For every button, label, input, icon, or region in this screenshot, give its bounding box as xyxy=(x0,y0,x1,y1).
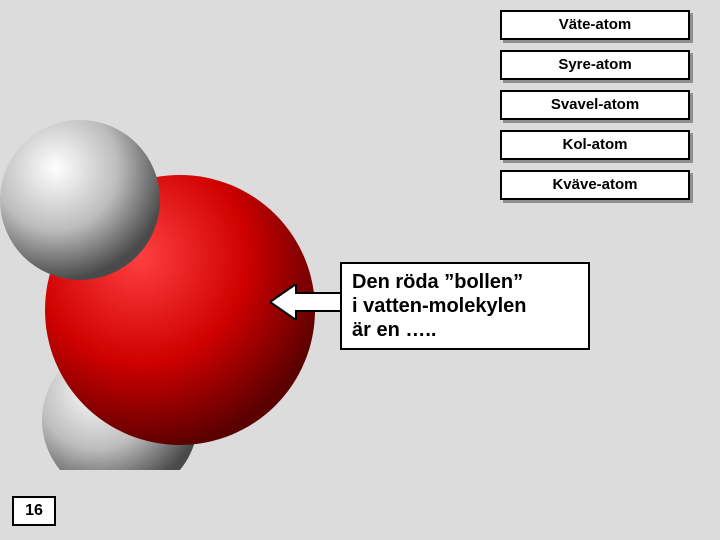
answer-option-0[interactable]: Väte-atom xyxy=(500,10,690,40)
arrow-icon xyxy=(270,284,342,320)
slide-stage: Väte-atom Syre-atom Svavel-atom Kol-atom… xyxy=(0,0,720,540)
answer-option-1[interactable]: Syre-atom xyxy=(500,50,690,80)
question-text: Den röda ”bollen” i vatten-molekylen är … xyxy=(340,262,590,350)
answer-option-4[interactable]: Kväve-atom xyxy=(500,170,690,200)
hydrogen-atom-top xyxy=(0,120,160,280)
question-line-0: Den röda ”bollen” xyxy=(352,271,523,293)
page-number: 16 xyxy=(12,496,56,526)
question-line-1: i vatten-molekylen xyxy=(352,295,527,317)
answer-option-2[interactable]: Svavel-atom xyxy=(500,90,690,120)
answer-option-3[interactable]: Kol-atom xyxy=(500,130,690,160)
question-line-2: är en ….. xyxy=(352,319,436,341)
